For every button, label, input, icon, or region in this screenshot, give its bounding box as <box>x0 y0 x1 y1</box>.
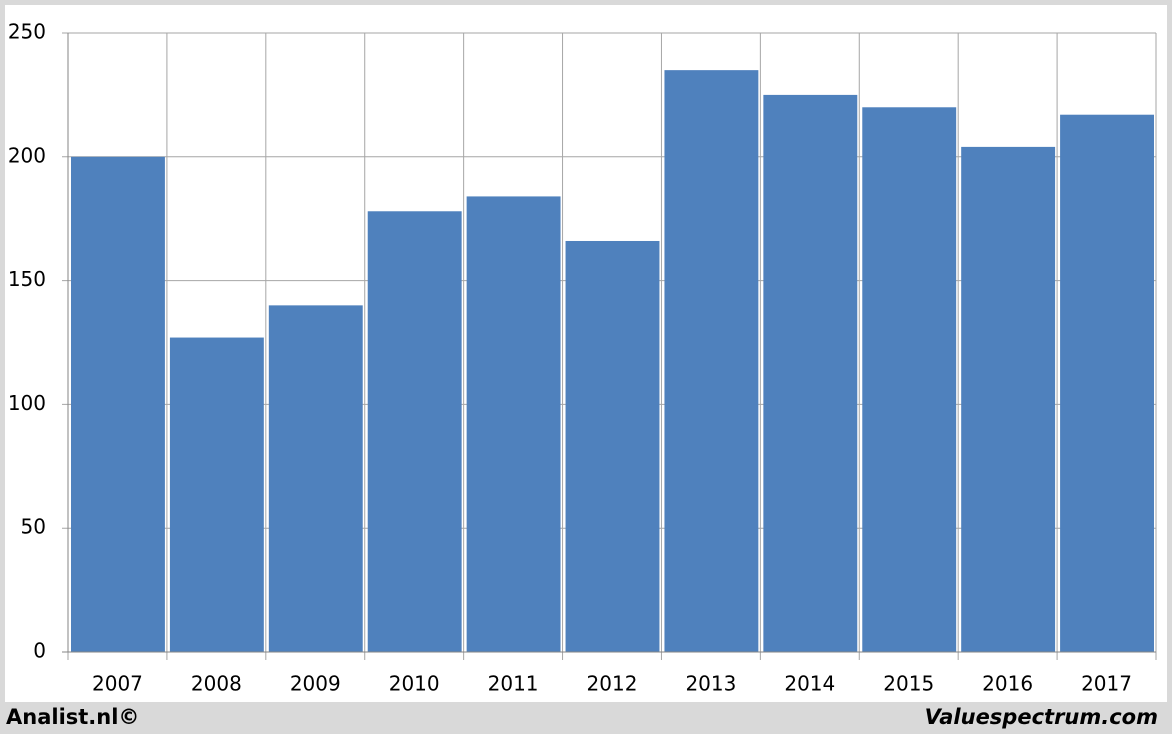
x-tick-label: 2017 <box>1081 672 1132 696</box>
x-tick-label: 2009 <box>290 672 341 696</box>
bar <box>367 211 462 652</box>
x-tick-label: 2014 <box>784 672 835 696</box>
y-tick-label: 0 <box>33 639 46 663</box>
bar <box>1060 114 1154 652</box>
bar <box>763 94 858 652</box>
y-tick-label: 250 <box>8 20 46 44</box>
bar <box>466 196 561 652</box>
y-tick-label: 100 <box>8 391 46 415</box>
x-tick-label: 2007 <box>92 672 143 696</box>
y-tick-label: 150 <box>8 267 46 291</box>
bar <box>664 70 759 652</box>
source-right: Valuespectrum.com <box>925 705 1158 729</box>
bar <box>71 156 165 653</box>
bar <box>268 305 363 652</box>
y-tick-label: 50 <box>21 515 46 539</box>
bar <box>961 146 1056 652</box>
x-tick-label: 2012 <box>587 672 638 696</box>
x-tick-label: 2010 <box>389 672 440 696</box>
x-tick-label: 2011 <box>488 672 539 696</box>
x-tick-label: 2013 <box>685 672 736 696</box>
bar <box>169 337 264 652</box>
bar <box>862 107 957 652</box>
x-tick-label: 2008 <box>191 672 242 696</box>
x-tick-label: 2016 <box>982 672 1033 696</box>
bar <box>565 240 660 652</box>
x-tick-label: 2015 <box>883 672 934 696</box>
source-left: Analist.nl© <box>6 705 139 729</box>
y-tick-label: 200 <box>8 143 46 167</box>
